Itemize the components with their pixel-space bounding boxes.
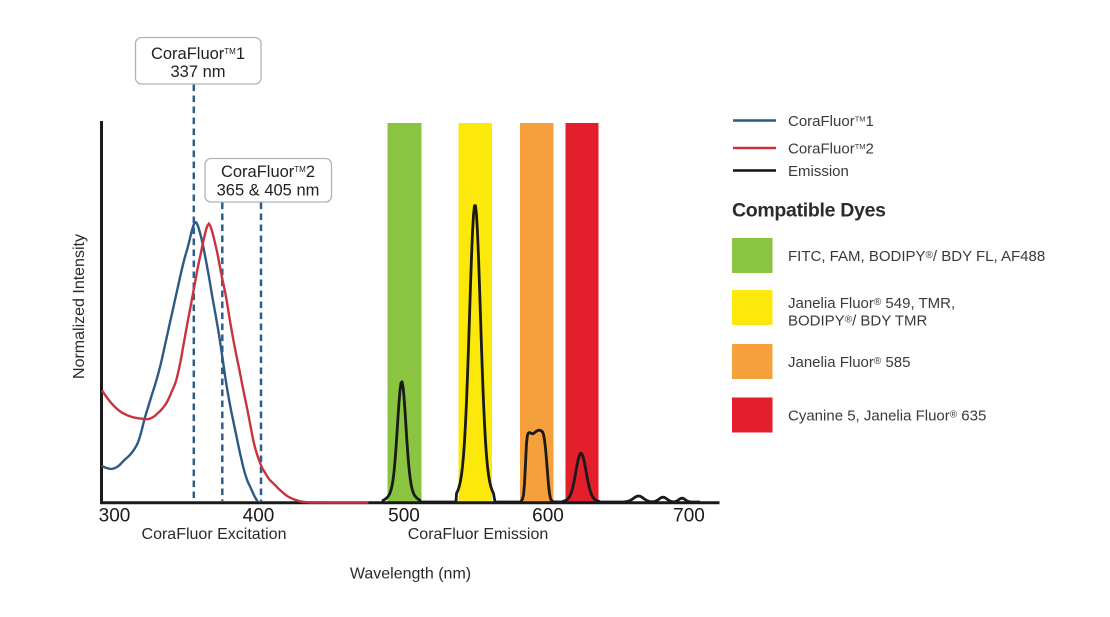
svg-text:CoraFluorTM2: CoraFluorTM2 (221, 163, 315, 181)
svg-text:CoraFluorTM2: CoraFluorTM2 (788, 141, 874, 158)
svg-text:Cyanine 5, Janelia Fluor® 635: Cyanine 5, Janelia Fluor® 635 (788, 408, 986, 425)
svg-text:Compatible Dyes: Compatible Dyes (732, 200, 886, 222)
svg-text:FITC, FAM, BODIPY®/ BDY FL, AF: FITC, FAM, BODIPY®/ BDY FL, AF488 (788, 248, 1045, 265)
svg-text:Normalized Intensity: Normalized Intensity (71, 234, 88, 379)
svg-text:Janelia Fluor® 585: Janelia Fluor® 585 (788, 354, 910, 371)
svg-text:400: 400 (243, 506, 275, 527)
svg-text:Janelia Fluor® 549, TMR,: Janelia Fluor® 549, TMR, (788, 295, 955, 312)
svg-text:CoraFluor Emission: CoraFluor Emission (408, 526, 548, 543)
svg-text:Wavelength (nm): Wavelength (nm) (350, 566, 471, 583)
svg-text:600: 600 (532, 506, 564, 527)
svg-text:365 & 405 nm: 365 & 405 nm (217, 182, 320, 200)
svg-text:300: 300 (99, 506, 131, 527)
svg-text:CoraFluorTM1: CoraFluorTM1 (788, 113, 874, 130)
svg-text:CoraFluor Excitation: CoraFluor Excitation (142, 526, 287, 543)
svg-text:700: 700 (673, 506, 705, 527)
svg-text:337 nm: 337 nm (170, 63, 225, 81)
svg-text:CoraFluorTM1: CoraFluorTM1 (151, 45, 245, 63)
svg-text:Emission: Emission (788, 163, 849, 180)
svg-text:BODIPY®/ BDY TMR: BODIPY®/ BDY TMR (788, 313, 928, 330)
svg-text:500: 500 (388, 506, 420, 527)
